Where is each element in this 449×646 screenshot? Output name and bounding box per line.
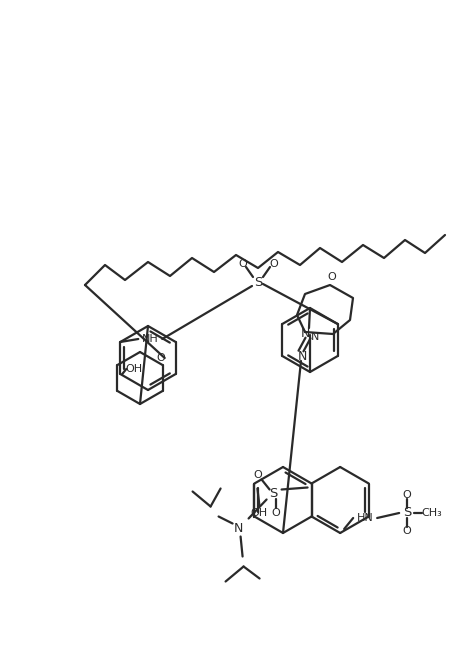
Text: N: N	[311, 332, 319, 342]
Text: NH: NH	[142, 334, 158, 344]
Text: O: O	[253, 470, 262, 481]
Text: O: O	[328, 272, 336, 282]
Text: N: N	[234, 522, 243, 535]
Text: HN: HN	[357, 513, 374, 523]
Text: S: S	[403, 506, 411, 519]
Text: N: N	[297, 349, 307, 362]
Text: N: N	[300, 326, 310, 340]
Text: O: O	[403, 490, 412, 500]
Text: OH: OH	[251, 508, 268, 519]
Text: O: O	[403, 526, 412, 536]
Text: S: S	[269, 487, 278, 500]
Text: O: O	[238, 259, 247, 269]
Text: S: S	[254, 275, 262, 289]
Text: CH₃: CH₃	[422, 508, 443, 518]
Text: O: O	[156, 353, 165, 363]
Text: O: O	[271, 508, 280, 519]
Text: O: O	[270, 259, 278, 269]
Text: OH: OH	[126, 364, 143, 374]
